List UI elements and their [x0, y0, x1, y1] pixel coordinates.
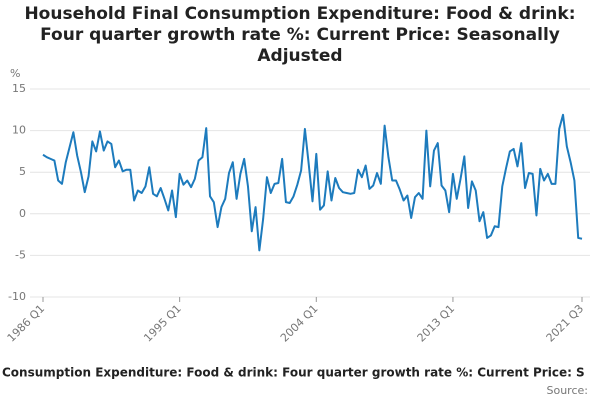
- x-tick-label: 2004 Q1: [278, 302, 321, 345]
- chart-title: Household Final Consumption Expenditure:…: [24, 4, 576, 66]
- y-tick-label: -5: [15, 248, 26, 261]
- source-note: Source:: [547, 384, 589, 397]
- y-axis-label: %: [10, 67, 20, 80]
- x-tick-label: 1995 Q1: [141, 302, 184, 345]
- x-tick-label: 2013 Q1: [415, 302, 458, 345]
- data-line: [42, 113, 583, 252]
- y-tick-label: 0: [19, 207, 26, 220]
- y-tick-label: 5: [19, 165, 26, 178]
- y-tick-label: 10: [12, 124, 26, 137]
- legend-label: Consumption Expenditure: Food & drink: F…: [2, 366, 585, 380]
- x-tick-label: 2021 Q3: [544, 302, 587, 345]
- x-tick-label: 1986 Q1: [5, 302, 48, 345]
- y-tick-label: -10: [8, 290, 26, 303]
- y-tick-label: 15: [12, 82, 26, 95]
